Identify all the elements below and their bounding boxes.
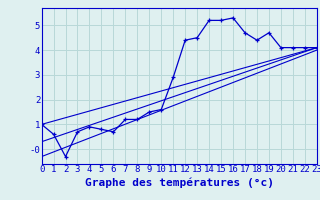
X-axis label: Graphe des températures (°c): Graphe des températures (°c): [85, 177, 274, 188]
